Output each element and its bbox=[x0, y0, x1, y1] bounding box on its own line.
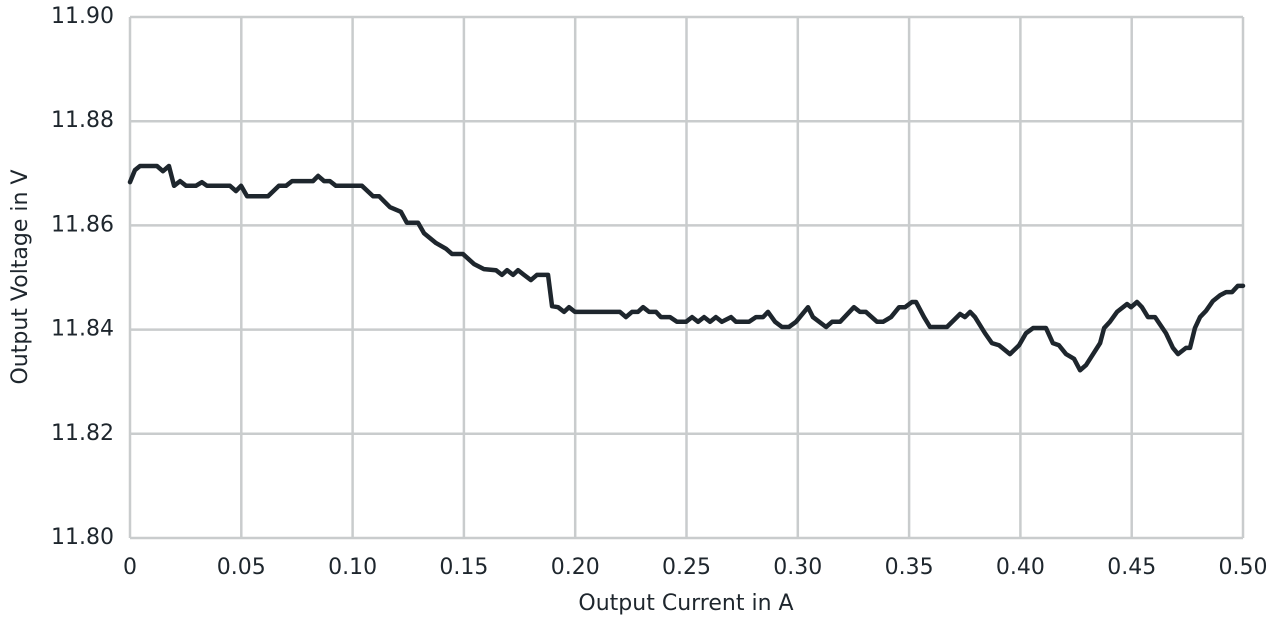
x-tick-label: 0.25 bbox=[662, 555, 711, 580]
x-tick-label: 0.05 bbox=[217, 555, 266, 580]
x-tick-label: 0.40 bbox=[996, 555, 1045, 580]
x-tick-label: 0.30 bbox=[773, 555, 822, 580]
x-tick-label: 0.50 bbox=[1219, 555, 1268, 580]
plot-area bbox=[127, 163, 1246, 373]
x-tick-label: 0 bbox=[123, 555, 137, 580]
grid bbox=[128, 15, 1245, 540]
x-tick-label: 0.15 bbox=[439, 555, 488, 580]
y-tick-label: 11.80 bbox=[51, 525, 114, 550]
x-tick-label: 0.35 bbox=[885, 555, 934, 580]
x-axis-label: Output Current in A bbox=[578, 591, 793, 616]
x-tick-label: 0.20 bbox=[551, 555, 600, 580]
x-tick-label: 0.10 bbox=[328, 555, 377, 580]
y-tick-label: 11.88 bbox=[51, 108, 114, 133]
y-axis-label: Output Voltage in V bbox=[8, 169, 33, 384]
y-tick-label: 11.90 bbox=[51, 4, 114, 29]
x-tick-label: 0.45 bbox=[1107, 555, 1156, 580]
y-tick-label: 11.86 bbox=[51, 212, 114, 237]
y-tick-label: 11.82 bbox=[51, 421, 114, 446]
y-tick-label: 11.84 bbox=[51, 317, 114, 342]
data-line bbox=[127, 163, 1246, 373]
